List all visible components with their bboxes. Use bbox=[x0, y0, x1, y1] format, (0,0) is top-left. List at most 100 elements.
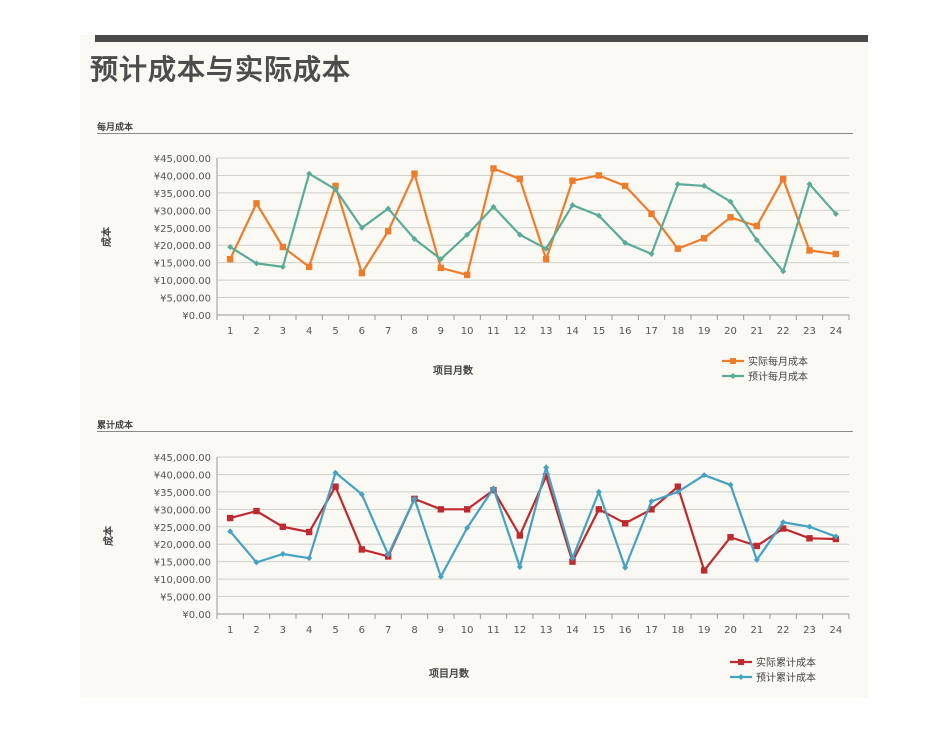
divider bbox=[97, 133, 853, 134]
x-tick-label: 21 bbox=[750, 625, 763, 636]
data-point bbox=[595, 212, 602, 219]
x-tick-label: 16 bbox=[619, 625, 632, 636]
x-tick-label: 9 bbox=[438, 326, 444, 337]
page-panel bbox=[80, 35, 868, 698]
legend-marker bbox=[730, 358, 736, 364]
y-tick-label: ¥35,000.00 bbox=[154, 189, 211, 200]
x-tick-label: 5 bbox=[332, 326, 338, 337]
data-point bbox=[385, 205, 392, 212]
data-point bbox=[569, 177, 576, 184]
data-point bbox=[253, 260, 260, 267]
data-point bbox=[543, 245, 550, 252]
data-point bbox=[780, 519, 787, 526]
data-point bbox=[727, 534, 734, 541]
data-point bbox=[332, 186, 339, 193]
data-point bbox=[806, 247, 813, 254]
legend-label: 预计每月成本 bbox=[748, 370, 808, 383]
data-point bbox=[384, 228, 392, 235]
data-point bbox=[411, 235, 418, 242]
x-axis-title: 项目月数 bbox=[433, 364, 474, 377]
data-point bbox=[437, 256, 444, 263]
x-tick-label: 24 bbox=[829, 326, 842, 337]
y-tick-label: ¥45,000.00 bbox=[154, 453, 211, 464]
data-point bbox=[543, 464, 550, 471]
x-tick-label: 19 bbox=[698, 625, 711, 636]
data-point bbox=[516, 175, 524, 183]
y-tick-label: ¥10,000.00 bbox=[154, 575, 211, 586]
data-point bbox=[385, 551, 392, 558]
data-point bbox=[227, 528, 234, 535]
x-tick-label: 7 bbox=[385, 326, 391, 337]
data-point bbox=[358, 269, 366, 277]
x-tick-label: 13 bbox=[540, 326, 553, 337]
x-tick-label: 8 bbox=[411, 326, 417, 337]
data-point bbox=[279, 523, 287, 530]
y-tick-label: ¥20,000.00 bbox=[154, 241, 211, 252]
data-point bbox=[516, 231, 523, 238]
x-tick-label: 10 bbox=[461, 326, 474, 337]
data-point bbox=[701, 182, 708, 189]
data-point bbox=[832, 250, 840, 258]
data-point bbox=[674, 245, 682, 252]
data-point bbox=[542, 472, 550, 480]
data-point bbox=[806, 523, 813, 530]
x-tick-label: 22 bbox=[777, 326, 790, 337]
data-point bbox=[306, 555, 313, 562]
data-point bbox=[806, 181, 813, 188]
data-point bbox=[358, 546, 366, 553]
data-point bbox=[332, 182, 339, 190]
x-tick-label: 6 bbox=[359, 326, 365, 337]
data-point bbox=[700, 235, 708, 242]
x-tick-label: 24 bbox=[829, 625, 842, 636]
data-point bbox=[358, 491, 365, 498]
data-point bbox=[516, 532, 524, 539]
data-point bbox=[727, 198, 734, 205]
y-tick-label: ¥5,000.00 bbox=[160, 593, 211, 604]
data-point bbox=[753, 236, 760, 243]
data-point bbox=[516, 563, 523, 570]
data-point bbox=[780, 268, 787, 275]
data-point bbox=[464, 231, 471, 238]
data-point bbox=[332, 469, 339, 476]
data-point bbox=[253, 559, 260, 566]
y-tick-label: ¥0.00 bbox=[182, 311, 211, 322]
data-point bbox=[464, 524, 471, 531]
x-tick-label: 23 bbox=[803, 326, 816, 337]
data-point bbox=[569, 202, 576, 209]
data-point bbox=[253, 507, 260, 515]
data-point bbox=[806, 535, 813, 542]
legend-label: 实际累计成本 bbox=[756, 656, 816, 669]
data-point bbox=[700, 567, 708, 574]
x-tick-label: 4 bbox=[306, 625, 312, 636]
x-tick-label: 12 bbox=[513, 326, 526, 337]
data-point bbox=[463, 506, 471, 513]
x-tick-label: 21 bbox=[750, 326, 763, 337]
x-tick-label: 19 bbox=[698, 326, 711, 337]
header-bar bbox=[95, 35, 868, 42]
data-point bbox=[727, 214, 734, 221]
legend-marker bbox=[738, 674, 744, 680]
y-tick-label: ¥30,000.00 bbox=[154, 206, 211, 217]
x-tick-label: 11 bbox=[487, 625, 500, 636]
x-tick-label: 7 bbox=[385, 625, 391, 636]
x-tick-label: 18 bbox=[671, 625, 684, 636]
data-point bbox=[674, 483, 682, 490]
data-point bbox=[727, 481, 734, 488]
x-tick-label: 6 bbox=[359, 625, 365, 636]
divider bbox=[97, 431, 853, 432]
x-tick-label: 13 bbox=[540, 625, 553, 636]
data-point bbox=[437, 506, 445, 513]
y-tick-label: ¥25,000.00 bbox=[154, 523, 211, 534]
data-point bbox=[279, 550, 286, 557]
data-point bbox=[753, 556, 760, 563]
y-tick-label: ¥45,000.00 bbox=[154, 154, 211, 165]
y-tick-label: ¥30,000.00 bbox=[154, 505, 211, 516]
legend-label: 实际每月成本 bbox=[748, 355, 808, 368]
data-point bbox=[279, 243, 287, 251]
data-point bbox=[622, 239, 629, 246]
page-title: 预计成本与实际成本 bbox=[90, 53, 352, 86]
data-point bbox=[358, 224, 365, 231]
data-point bbox=[490, 203, 497, 210]
data-point bbox=[753, 222, 761, 230]
data-point bbox=[648, 210, 655, 218]
